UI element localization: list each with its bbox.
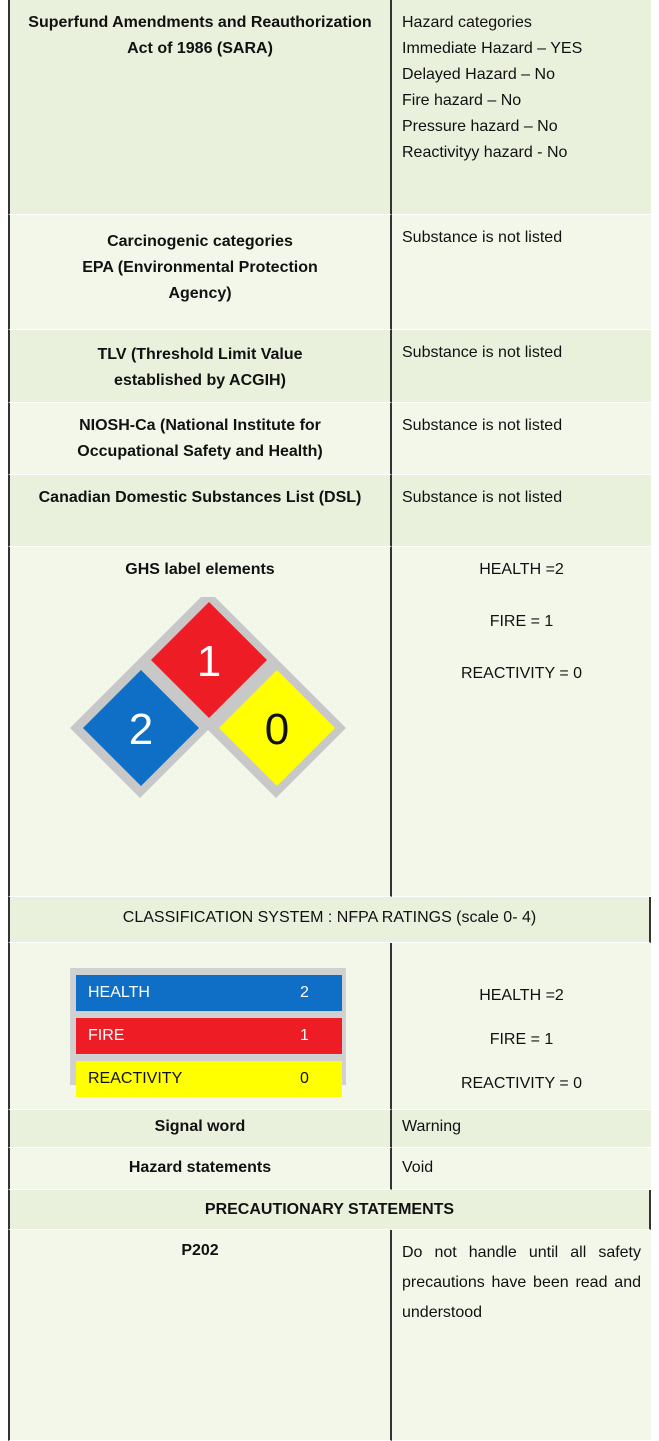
label: Hazard statements bbox=[128, 1159, 272, 1176]
value-cell: Substance is not listed bbox=[392, 403, 651, 475]
heading: CLASSIFICATION SYSTEM : NFPA RATINGS (sc… bbox=[122, 909, 537, 926]
value-cell: Hazard categories Immediate Hazard – YES… bbox=[392, 0, 651, 215]
label: Canadian Domestic Substances List (DSL) bbox=[38, 489, 362, 506]
label-cell: P202 bbox=[8, 1230, 392, 1441]
bar-value: 2 bbox=[300, 984, 309, 1001]
line: Fire hazard – No bbox=[402, 92, 522, 109]
label-cell: Hazard statements bbox=[8, 1148, 392, 1190]
bar-value: 1 bbox=[300, 1027, 309, 1044]
label-cell: Superfund Amendments and Reauthorization… bbox=[8, 0, 392, 215]
heading: PRECAUTIONARY STATEMENTS bbox=[204, 1201, 455, 1218]
value-cell: Warning bbox=[392, 1110, 651, 1148]
bar-name: REACTIVITY bbox=[88, 1070, 183, 1087]
fire-rating: 1 bbox=[197, 637, 221, 686]
value-cell: HEALTH =2 FIRE = 1 REACTIVITY = 0 bbox=[392, 547, 651, 897]
line: FIRE = 1 bbox=[489, 1031, 554, 1048]
line: Hazard categories bbox=[402, 14, 532, 31]
line: Immediate Hazard – YES bbox=[402, 40, 583, 57]
line: Delayed Hazard – No bbox=[402, 66, 555, 83]
line: REACTIVITY = 0 bbox=[460, 665, 583, 682]
health-diamond bbox=[83, 670, 199, 786]
label-cell: HEALTH 2 FIRE 1 REACTIVITY 0 bbox=[8, 943, 392, 1110]
label: Carcinogenic categories bbox=[107, 233, 293, 250]
value: Substance is not listed bbox=[402, 417, 563, 434]
label: Signal word bbox=[154, 1118, 246, 1135]
reactivity-bar: REACTIVITY 0 bbox=[76, 1061, 342, 1097]
value-cell: Substance is not listed bbox=[392, 475, 651, 547]
label: TLV (Threshold Limit Value established b… bbox=[97, 346, 303, 389]
value-cell: Substance is not listed bbox=[392, 215, 651, 330]
line: REACTIVITY = 0 bbox=[460, 1075, 583, 1092]
value-cell: Void bbox=[392, 1148, 651, 1190]
line: FIRE = 1 bbox=[489, 613, 554, 630]
label-cell: TLV (Threshold Limit Value established b… bbox=[8, 330, 392, 403]
label: EPA (Environmental Protection Agency) bbox=[82, 259, 318, 302]
line: HEALTH =2 bbox=[479, 987, 564, 1004]
reactivity-rating: 0 bbox=[265, 705, 289, 754]
line: Reactivityy hazard - No bbox=[402, 144, 568, 161]
label-cell: Canadian Domestic Substances List (DSL) bbox=[8, 475, 392, 547]
value: Substance is not listed bbox=[402, 489, 563, 506]
value-cell: HEALTH =2 FIRE = 1 REACTIVITY = 0 bbox=[392, 943, 651, 1110]
value: Substance is not listed bbox=[402, 344, 563, 361]
line: Pressure hazard – No bbox=[402, 118, 558, 135]
bar-name: FIRE bbox=[88, 1027, 125, 1044]
bar-value: 0 bbox=[300, 1070, 309, 1087]
bar-name: HEALTH bbox=[88, 984, 150, 1001]
label: NIOSH-Ca (National Institute for Occupat… bbox=[77, 417, 323, 460]
value: Do not handle until all safety precautio… bbox=[402, 1244, 641, 1321]
fire-diamond bbox=[151, 602, 267, 718]
label: Superfund Amendments and Reauthorization… bbox=[28, 14, 372, 57]
label-cell: NIOSH-Ca (National Institute for Occupat… bbox=[8, 403, 392, 475]
value: Warning bbox=[402, 1118, 461, 1135]
label-cell: GHS label elements 1 2 0 bbox=[8, 547, 392, 897]
health-rating: 2 bbox=[129, 705, 153, 754]
nfpa-box: HEALTH 2 FIRE 1 REACTIVITY 0 bbox=[70, 968, 346, 1097]
label: P202 bbox=[181, 1242, 219, 1259]
line: HEALTH =2 bbox=[479, 561, 564, 578]
fire-bar: FIRE 1 bbox=[76, 1018, 342, 1054]
reactivity-diamond bbox=[219, 670, 335, 786]
value-cell: Substance is not listed bbox=[392, 330, 651, 403]
label-cell: Signal word bbox=[8, 1110, 392, 1148]
value: Substance is not listed bbox=[402, 229, 563, 246]
heading-cell: CLASSIFICATION SYSTEM : NFPA RATINGS (sc… bbox=[8, 897, 651, 943]
label: GHS label elements bbox=[125, 561, 275, 578]
health-bar: HEALTH 2 bbox=[76, 975, 342, 1011]
label-cell: Carcinogenic categories EPA (Environment… bbox=[8, 215, 392, 330]
hazard-diamond: 1 2 0 bbox=[70, 597, 346, 798]
value: Void bbox=[402, 1159, 434, 1176]
value-cell: Do not handle until all safety precautio… bbox=[392, 1230, 651, 1441]
heading-cell: PRECAUTIONARY STATEMENTS bbox=[8, 1190, 651, 1230]
